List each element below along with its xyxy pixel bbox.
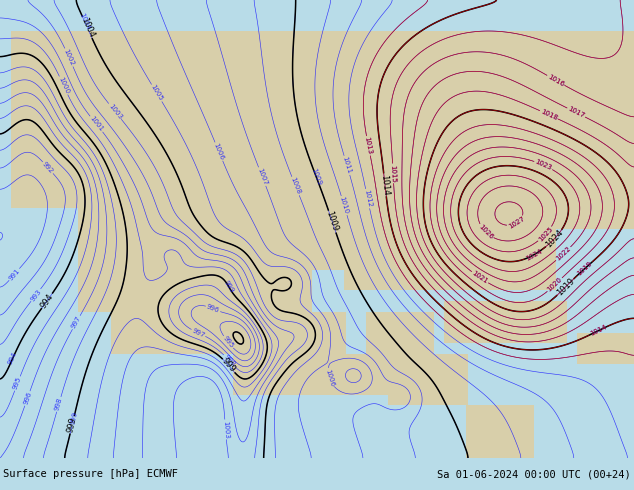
Text: 996: 996 [205,304,221,314]
Text: 1019: 1019 [576,260,593,277]
Text: 1002: 1002 [63,48,75,67]
Text: 1022: 1022 [555,245,572,262]
Text: 1009: 1009 [325,210,340,233]
Text: 1015: 1015 [390,164,397,182]
Text: 1017: 1017 [567,106,586,119]
Text: 1003: 1003 [107,102,123,120]
Text: 1013: 1013 [364,136,373,155]
Text: 1019: 1019 [576,260,593,277]
Text: 999: 999 [220,357,237,374]
Text: 995: 995 [222,335,235,349]
Text: 1018: 1018 [540,108,559,122]
Text: 1021: 1021 [471,270,489,285]
Text: 1005: 1005 [150,84,164,102]
Text: 1025: 1025 [537,226,553,243]
Text: 1017: 1017 [567,106,586,119]
Text: 1016: 1016 [547,74,565,87]
Text: 998: 998 [54,397,63,412]
Text: 996: 996 [22,391,32,406]
Text: 1026: 1026 [477,223,494,241]
Text: 1011: 1011 [342,156,353,175]
Text: Sa 01-06-2024 00:00 UTC (00+24): Sa 01-06-2024 00:00 UTC (00+24) [437,469,631,479]
Text: Surface pressure [hPa] ECMWF: Surface pressure [hPa] ECMWF [3,469,178,479]
Text: 1024: 1024 [524,248,543,262]
Text: 1010: 1010 [339,196,349,215]
Text: 1007: 1007 [256,167,268,186]
Text: 993: 993 [29,288,42,302]
Text: 1022: 1022 [555,245,572,262]
Text: 995: 995 [12,376,23,391]
Text: 1004: 1004 [79,16,96,39]
Text: 998: 998 [223,354,236,368]
Text: 1019: 1019 [555,276,576,297]
Text: 1020: 1020 [547,276,564,293]
Text: 1023: 1023 [534,159,553,171]
Text: 1004: 1004 [79,12,91,31]
Text: 991: 991 [8,268,21,281]
Text: 999: 999 [66,416,79,434]
Text: 1014: 1014 [379,174,391,196]
Text: 1014: 1014 [589,324,607,337]
Text: 1024: 1024 [524,248,543,262]
Text: 1027: 1027 [507,216,526,230]
Text: 1023: 1023 [534,159,553,171]
Text: 1003: 1003 [222,420,229,439]
Text: 1027: 1027 [507,216,526,230]
Text: 1001: 1001 [88,115,105,133]
Text: 1006: 1006 [324,368,335,387]
Text: 1009: 1009 [310,168,322,186]
Text: 997: 997 [191,327,206,339]
Text: 1006: 1006 [212,142,225,161]
Text: 1016: 1016 [547,74,565,87]
Text: 1025: 1025 [537,226,553,243]
Text: 997: 997 [70,315,82,330]
Text: 999: 999 [223,280,235,294]
Text: 994: 994 [7,351,18,366]
Text: 1015: 1015 [390,164,397,182]
Text: 1012: 1012 [363,189,372,208]
Text: 1021: 1021 [471,270,489,285]
Text: 1000: 1000 [57,76,70,95]
Text: 994: 994 [39,292,55,310]
Text: 1013: 1013 [364,136,373,155]
Text: 992: 992 [41,161,55,174]
Text: 1014: 1014 [589,324,607,337]
Text: 999: 999 [69,411,78,425]
Text: 1018: 1018 [540,108,559,122]
Text: 1020: 1020 [547,276,564,293]
Text: 1008: 1008 [290,176,302,196]
Text: 1024: 1024 [544,228,565,249]
Text: 1026: 1026 [477,223,494,241]
